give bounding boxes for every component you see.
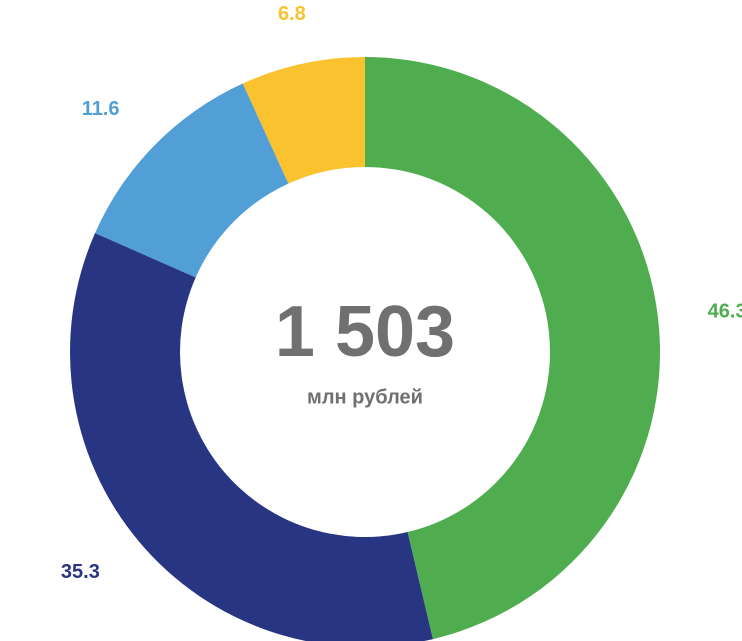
- data-label: 11.6: [82, 98, 120, 120]
- data-label: 46.3: [708, 300, 742, 322]
- donut-segment: [95, 83, 289, 278]
- donut-segment: [242, 57, 365, 184]
- center-total: 1 503: [275, 292, 455, 372]
- donut-segment: [365, 57, 661, 640]
- data-label: 35.3: [61, 561, 100, 583]
- center-unit: млн рублей: [307, 386, 423, 408]
- donut-segment: [70, 233, 433, 641]
- data-label: 6.8: [278, 3, 306, 25]
